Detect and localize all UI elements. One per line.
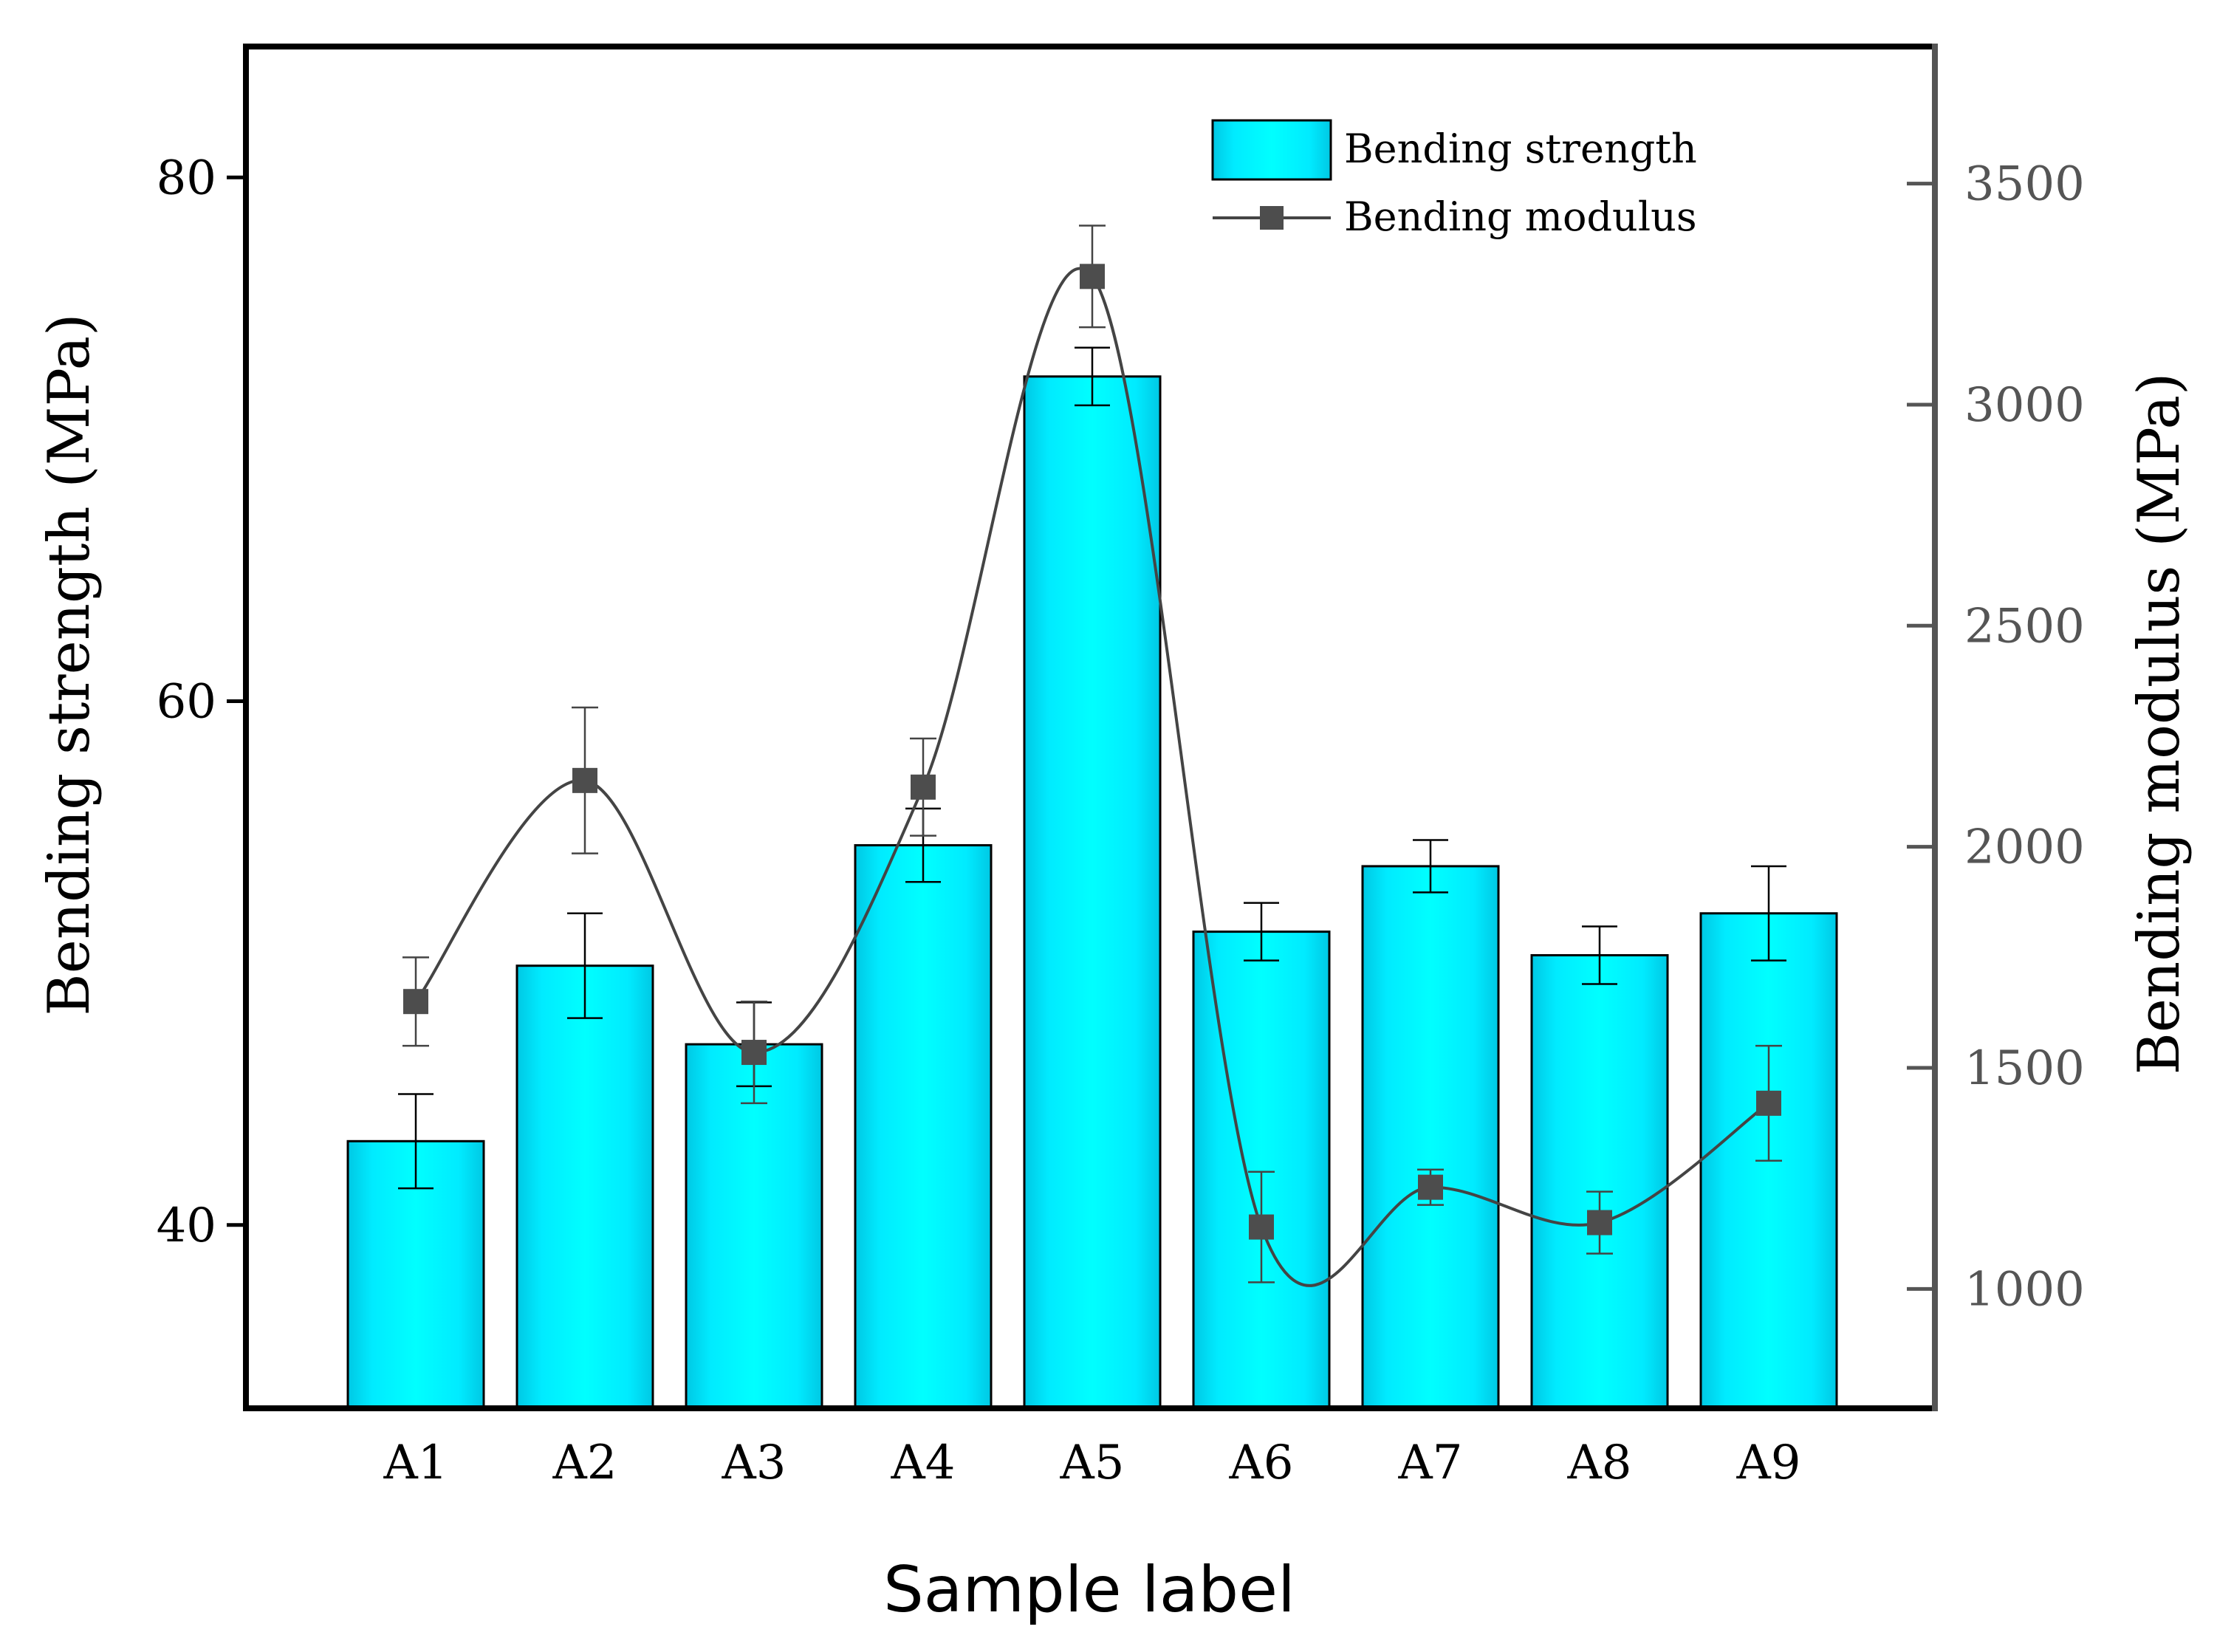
x-tick-label-A3: A3 bbox=[722, 1436, 787, 1490]
modulus-marker-A9 bbox=[1756, 1090, 1781, 1116]
legend: Bending strength Bending modulus bbox=[1211, 119, 1697, 240]
x-tick-label-A5: A5 bbox=[1060, 1436, 1125, 1490]
y-tick-label-60: 60 bbox=[157, 675, 216, 730]
modulus-marker-A8 bbox=[1587, 1210, 1612, 1235]
modulus-marker-A2 bbox=[572, 767, 597, 793]
bars-layer bbox=[346, 375, 1838, 1410]
y2-tick-label-2000: 2000 bbox=[1964, 820, 2085, 875]
y2-tick-label-2500: 2500 bbox=[1964, 599, 2085, 654]
legend-marker-swatch bbox=[1260, 206, 1284, 230]
x-tick-label-A4: A4 bbox=[891, 1436, 956, 1490]
modulus-marker-A7 bbox=[1418, 1174, 1443, 1200]
y2-tick-label-3500: 3500 bbox=[1964, 157, 2085, 212]
axes-layer bbox=[243, 44, 1938, 1411]
y2-axis-title: Bending modulus (MPa) bbox=[2126, 373, 2193, 1075]
labels-layer: 40 60 80 1000 1500 2000 2500 3000 3500 A1 A2 A3 A4 A5… bbox=[157, 151, 2085, 1490]
modulus-marker-A1 bbox=[403, 989, 428, 1015]
bar-A6 bbox=[1192, 930, 1331, 1410]
modulus-marker-A3 bbox=[741, 1040, 767, 1066]
y-axis-title: Bending strength (MPa) bbox=[36, 313, 103, 1015]
x-tick-label-A7: A7 bbox=[1398, 1436, 1463, 1490]
ticks-layer bbox=[227, 175, 1935, 1291]
x-tick-label-A9: A9 bbox=[1736, 1436, 1801, 1490]
x-tick-label-A8: A8 bbox=[1567, 1436, 1632, 1490]
legend-bar-swatch bbox=[1211, 119, 1332, 181]
y2-tick-label-1500: 1500 bbox=[1964, 1041, 2085, 1096]
y2-tick-label-1000: 1000 bbox=[1964, 1262, 2085, 1317]
y2-tick-label-3000: 3000 bbox=[1964, 378, 2085, 433]
y-tick-label-40: 40 bbox=[157, 1199, 216, 1253]
modulus-marker-A6 bbox=[1249, 1214, 1274, 1240]
bar-A4 bbox=[854, 844, 993, 1410]
bar-A8 bbox=[1530, 954, 1669, 1410]
bar-A7 bbox=[1361, 865, 1500, 1410]
markers-layer bbox=[403, 264, 1781, 1240]
bar-A3 bbox=[685, 1043, 823, 1410]
legend-bar-label: Bending strength bbox=[1344, 126, 1697, 172]
x-tick-label-A1: A1 bbox=[383, 1436, 448, 1490]
y-tick-label-80: 80 bbox=[157, 151, 216, 205]
x-tick-label-A2: A2 bbox=[552, 1436, 617, 1490]
modulus-marker-A4 bbox=[911, 774, 936, 800]
x-axis-title: Sample label bbox=[883, 1553, 1295, 1627]
bar-A5 bbox=[1023, 375, 1162, 1410]
bar-errors-layer bbox=[398, 346, 1786, 1190]
bar-A2 bbox=[515, 964, 654, 1410]
legend-line-label: Bending modulus bbox=[1344, 193, 1697, 240]
modulus-marker-A5 bbox=[1080, 264, 1105, 289]
x-tick-label-A6: A6 bbox=[1229, 1436, 1294, 1490]
